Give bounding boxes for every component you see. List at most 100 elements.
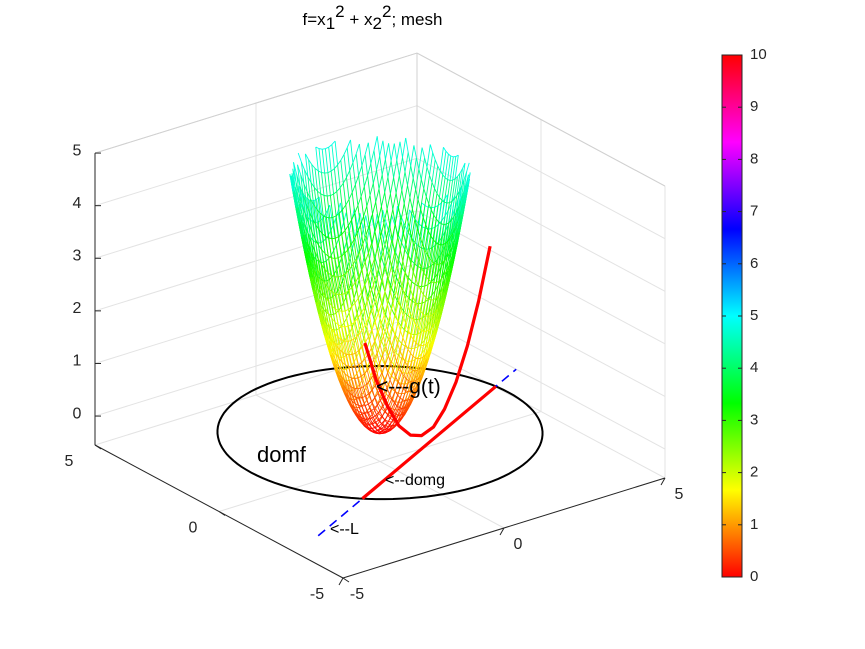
mesh-segment (439, 286, 443, 302)
mesh-segment (323, 320, 328, 329)
mesh-segment (311, 200, 316, 223)
mesh-segment (371, 397, 376, 402)
mesh-segment (344, 310, 349, 327)
mesh-segment (356, 225, 361, 234)
mesh-segment (369, 423, 373, 425)
mesh-segment (423, 272, 427, 278)
mesh-segment (409, 209, 414, 216)
mesh-segment (385, 346, 389, 356)
mesh-segment (304, 169, 308, 192)
mesh-segment (320, 242, 325, 263)
mesh-segment (311, 273, 317, 284)
mesh-segment (413, 370, 418, 382)
mesh-segment (330, 354, 335, 363)
mesh-segment (385, 266, 389, 280)
mesh-segment (316, 209, 320, 231)
mesh-segment (393, 352, 397, 365)
mesh-segment (449, 233, 454, 253)
mesh-segment (380, 396, 385, 402)
mesh-segment (398, 286, 403, 301)
mesh-segment (371, 427, 376, 429)
mesh-segment (416, 325, 420, 330)
mesh-segment (337, 291, 342, 308)
mesh-segment (386, 193, 391, 210)
mesh-segment (404, 360, 408, 366)
mesh-segment (338, 310, 343, 312)
mesh-segment (457, 200, 462, 222)
mesh-segment (372, 412, 377, 419)
mesh-segment (373, 150, 377, 171)
mesh-segment (332, 292, 337, 295)
mesh-segment (309, 198, 314, 220)
mesh-segment (419, 217, 424, 237)
mesh-segment (365, 395, 369, 405)
mesh-segment (347, 245, 352, 251)
mesh-segment (359, 386, 364, 389)
mesh-segment (380, 206, 385, 224)
mesh-segment (404, 171, 408, 186)
mesh-segment (433, 319, 438, 325)
mesh-segment (378, 174, 383, 189)
mesh-segment (373, 414, 377, 418)
mesh-segment (328, 340, 334, 349)
mesh-segment (369, 245, 373, 260)
mesh-segment (425, 280, 430, 298)
mesh-segment (352, 410, 357, 416)
mesh-segment (347, 353, 352, 366)
mesh-segment (343, 272, 348, 276)
mesh-segment (379, 363, 383, 373)
mesh-segment (397, 322, 401, 332)
mesh-segment (309, 212, 314, 220)
mesh-segment (374, 430, 378, 432)
mesh-segment (399, 418, 403, 422)
mesh-segment (332, 215, 337, 218)
mesh-segment (432, 226, 436, 248)
mesh-segment (376, 404, 381, 412)
mesh-segment (419, 360, 424, 372)
mesh-segment (359, 243, 364, 252)
mesh-segment (316, 222, 322, 243)
mesh-segment (353, 318, 358, 323)
mesh-segment (351, 367, 355, 379)
mesh-segment (444, 240, 449, 261)
mesh-segment (467, 172, 471, 185)
mesh-segment (369, 380, 373, 390)
mesh-segment (361, 261, 366, 270)
mesh-segment (387, 279, 392, 293)
mesh-segment (395, 290, 400, 301)
mesh-segment (371, 242, 375, 260)
mesh-segment (301, 237, 306, 252)
mesh-segment (315, 259, 321, 279)
mesh-segment (380, 339, 385, 348)
mesh-segment (393, 342, 398, 355)
mesh-segment (343, 275, 347, 293)
mesh-segment (292, 191, 297, 208)
mesh-segment (346, 177, 350, 200)
mesh-segment (402, 337, 406, 345)
mesh-segment (361, 165, 365, 187)
mesh-segment (327, 345, 332, 355)
z-tick-label: 4 (73, 195, 82, 212)
mesh-segment (452, 212, 457, 234)
mesh-segment (359, 363, 363, 370)
mesh-segment (396, 284, 401, 301)
mesh-segment (448, 153, 452, 157)
mesh-segment (310, 278, 315, 291)
mesh-segment (329, 216, 333, 219)
mesh-segment (408, 380, 412, 383)
mesh-segment (368, 393, 373, 402)
mesh-segment (383, 315, 388, 327)
mesh-segment (306, 241, 312, 252)
mesh-segment (425, 224, 429, 231)
mesh-segment (343, 340, 347, 355)
mesh-segment (322, 233, 326, 237)
mesh-segment (320, 307, 325, 316)
mesh-segment (360, 373, 365, 377)
mesh-segment (328, 237, 333, 240)
mesh-segment (418, 330, 423, 345)
mesh-segment (308, 159, 313, 165)
mesh-surface (289, 136, 471, 435)
mesh-segment (355, 251, 361, 259)
mesh-segment (363, 206, 368, 217)
